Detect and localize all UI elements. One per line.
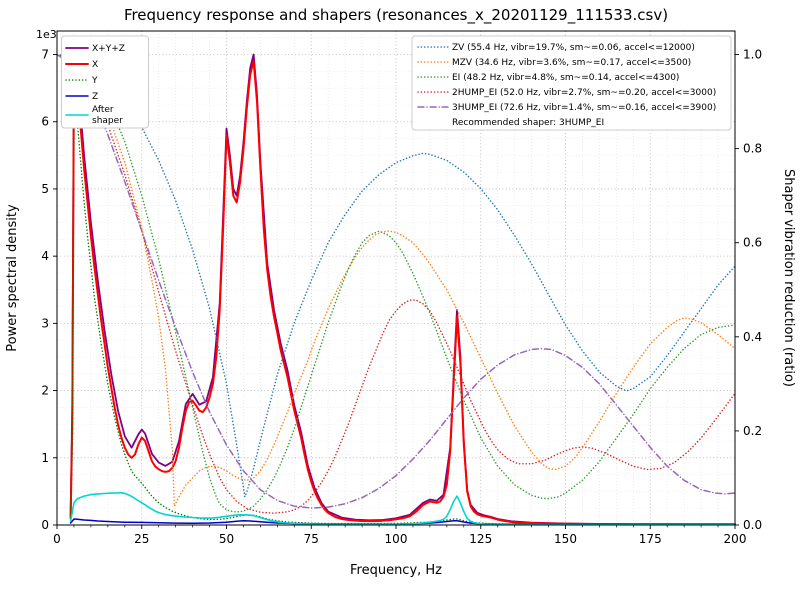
y-right-tick-label: 1.0 [743,48,762,62]
legend-recommendation: Recommended shaper: 3HUMP_EI [452,118,604,128]
legend-label-sum: X+Y+Z [92,44,125,54]
y-right-tick-label: 0.8 [743,142,762,156]
y-right-tick-label: 0.4 [743,330,762,344]
y-left-tick-label: 5 [41,182,49,196]
chart-title: Frequency response and shapers (resonanc… [124,6,668,25]
x-tick-label: 100 [385,532,408,546]
y-right-axis-label: Shaper vibration reduction (ratio) [781,169,796,387]
y-right-tick-label: 0.2 [743,424,762,438]
y-left-offset-text: 1e3 [36,28,57,41]
legend-label-y: Y [91,76,98,86]
x-tick-label: 50 [219,532,234,546]
psd-line-y [69,87,736,526]
legend-label-after: After [92,105,114,115]
legend-label-x: X [92,60,98,70]
x-tick-label: 25 [134,532,149,546]
y-left-tick-label: 1 [41,451,49,465]
legend-label-ei: EI (48.2 Hz, vibr=4.8%, sm~=0.14, accel<… [452,73,679,83]
legend-label-mzv: MZV (34.6 Hz, vibr=3.6%, sm~=0.17, accel… [452,58,691,68]
y-left-tick-label: 6 [41,115,49,129]
y-left-axis-label: Power spectral density [5,204,20,352]
shaper-line-ei [56,53,736,513]
shaper-line-2hump_ei [56,53,736,514]
legend-right: ZV (55.4 Hz, vibr=19.7%, sm~=0.06, accel… [411,35,732,131]
y-left-tick-label: 0 [41,518,49,532]
x-tick-label: 125 [469,532,492,546]
shaper-line-3hump_ei [56,53,736,509]
legend-left-box [61,35,149,129]
y-left-tick-label: 2 [41,384,49,398]
x-tick-label: 175 [639,532,662,546]
x-tick-label: 150 [554,532,577,546]
legend-label-z: Z [92,92,98,102]
legend-label-3hump_ei: 3HUMP_EI (72.6 Hz, vibr=1.4%, sm~=0.16, … [452,103,716,113]
y-left-tick-label: 7 [41,48,49,62]
shaper-series-group [56,53,736,514]
shaper-line-mzv [56,53,736,507]
psd-line-after [69,491,736,526]
x-tick-label: 200 [724,532,747,546]
psd-series-group [69,50,736,526]
y-right-tick-label: 0.0 [743,518,762,532]
x-axis-label: Frequency, Hz [350,563,442,578]
legend-label-2hump_ei: 2HUMP_EI (52.0 Hz, vibr=2.7%, sm~=0.20, … [452,88,716,98]
legend-label-after-2: shaper [92,116,123,126]
x-tick-label: 75 [304,532,319,546]
axis-ticks: 0 25 50 75 100 125 150 175 200 0 1 2 3 4 5 6 7 0.0 0.2 0.4 0… [41,48,762,546]
y-left-tick-label: 3 [41,316,49,330]
psd-line-x [69,56,736,526]
y-left-tick-label: 4 [41,249,49,263]
legend-label-zv: ZV (55.4 Hz, vibr=19.7%, sm~=0.06, accel… [452,43,695,53]
x-tick-label: 0 [53,532,61,546]
y-right-tick-label: 0.6 [743,236,762,250]
legend-right-box [411,35,732,131]
